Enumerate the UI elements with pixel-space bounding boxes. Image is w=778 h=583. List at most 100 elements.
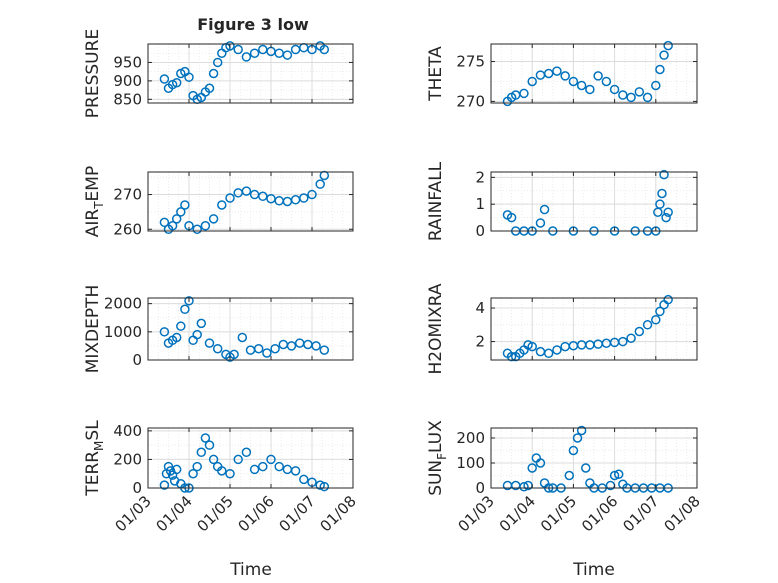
y-axis-label: RAINFALL [426,161,446,241]
data-point [171,214,182,224]
data-point [249,48,260,58]
data-point [564,470,575,481]
data-point [634,326,645,337]
y-tick-label: 0 [475,479,485,497]
x-tick-label: 01/06 [578,492,621,535]
data-point [196,318,207,329]
y-axis-label: SUNFLUX [426,420,449,496]
axes-box [490,43,698,104]
data-point [274,461,284,472]
y-tick-label: 850 [113,90,142,108]
axes-box [147,427,354,489]
data-point [661,212,671,223]
subplot-3: 260 270 AIRTEMP [83,166,354,238]
data-point [319,481,330,492]
data-point [241,52,252,62]
data-point [585,84,595,95]
x-tick-label: 01/08 [661,492,704,535]
data-point [188,468,198,479]
data-point [180,304,190,315]
data-point [258,461,268,472]
y-axis-label: H2OMIXRA [426,283,446,374]
y-axis-label: AIRTEMP [83,166,106,237]
data-point [225,193,235,203]
y-axis-label: TERRMSL [83,420,106,497]
data-point [613,469,624,479]
data-point [159,480,170,490]
data-point [539,204,550,215]
data-point [593,71,603,81]
data-point [208,454,219,465]
data-point [171,464,182,475]
data-point [527,463,537,473]
data-point [552,66,562,76]
data-point [609,470,620,481]
data-point [184,296,194,306]
data-point [659,50,669,60]
y-tick-label: 0 [132,351,142,369]
data-point [506,212,517,223]
axes-box [490,171,698,232]
data-point [315,179,325,189]
data-point [319,44,330,55]
data-point [634,87,645,97]
data-point [180,200,190,210]
y-tick-label: 0 [132,479,142,497]
data-point [568,76,579,87]
data-point [642,320,653,330]
y-tick-label: 200 [456,429,485,447]
data-point [657,188,667,199]
y-tick-label: 2000 [104,295,142,313]
x-tick-label: 01/03 [455,492,498,535]
y-tick-label: 100 [456,454,485,472]
data-point [519,88,529,99]
data-point [535,458,546,468]
data-point [286,341,297,351]
data-point [266,454,276,465]
data-point [642,92,653,103]
data-point [204,338,215,348]
y-tick-label: 200 [113,450,142,468]
data-point [171,332,182,343]
data-point [176,321,186,331]
y-tick-label: 270 [113,186,142,204]
y-tick-label: 2 [475,168,485,186]
data-point [208,68,219,79]
data-point [253,343,264,354]
data-point [196,447,207,458]
x-tick-label: 01/04 [496,492,539,535]
data-point [311,341,321,351]
data-point [200,221,211,231]
data-point [315,480,325,490]
x-tick-label: 01/03 [112,492,155,535]
y-tick-label: 1 [475,195,485,213]
data-point [543,348,554,359]
data-point [233,454,243,465]
data-point [519,482,529,492]
y-tick-label: 4 [475,299,485,317]
data-point [241,186,252,196]
data-point [192,329,202,340]
data-point [572,433,583,443]
data-point [527,76,537,87]
axes-box [490,297,698,361]
y-tick-label: 275 [456,53,485,71]
data-point [651,80,661,91]
x-tick-label: 01/07 [619,492,662,535]
data-point [262,348,272,358]
data-point [258,191,268,202]
data-point [319,345,330,355]
subplot-6: 2 4 H2OMIXRA [426,283,698,375]
data-point [229,349,239,360]
data-point [290,466,301,476]
data-point [552,345,562,355]
data-point [159,327,170,337]
data-point [319,170,330,181]
data-point [167,221,178,231]
data-point [626,92,636,103]
